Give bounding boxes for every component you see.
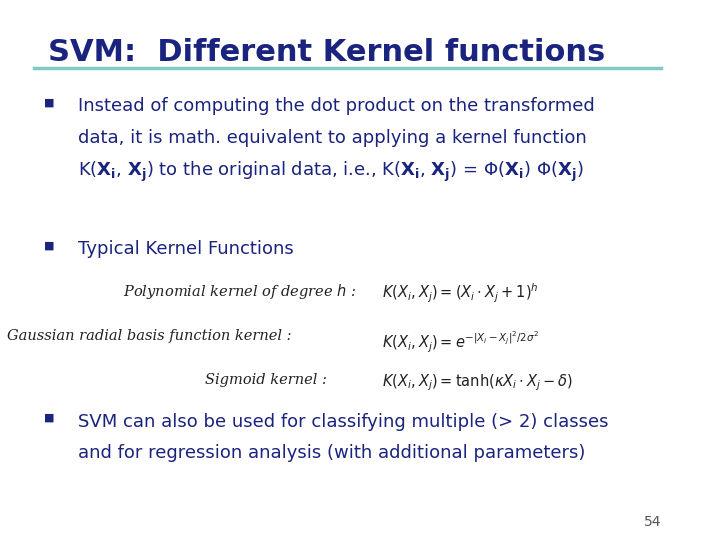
- Text: Typical Kernel Functions: Typical Kernel Functions: [78, 240, 294, 258]
- Text: ■: ■: [45, 240, 55, 251]
- Text: K($\mathbf{X_i}$, $\mathbf{X_j}$) to the original data, i.e., K($\mathbf{X_i}$, : K($\mathbf{X_i}$, $\mathbf{X_j}$) to the…: [78, 160, 584, 184]
- Text: Polynomial kernel of degree $h$ :: Polynomial kernel of degree $h$ :: [122, 282, 356, 301]
- Text: $K(X_i, X_j) = \tanh(\kappa X_i \cdot X_j - \delta)$: $K(X_i, X_j) = \tanh(\kappa X_i \cdot X_…: [382, 373, 572, 393]
- Text: Gaussian radial basis function kernel :: Gaussian radial basis function kernel :: [6, 329, 292, 343]
- Text: and for regression analysis (with additional parameters): and for regression analysis (with additi…: [78, 444, 586, 462]
- Text: SVM can also be used for classifying multiple (> 2) classes: SVM can also be used for classifying mul…: [78, 413, 609, 431]
- Text: Instead of computing the dot product on the transformed: Instead of computing the dot product on …: [78, 97, 595, 115]
- Text: ■: ■: [45, 97, 55, 107]
- Text: Sigmoid kernel :: Sigmoid kernel :: [204, 373, 326, 387]
- Text: SVM:  Different Kernel functions: SVM: Different Kernel functions: [48, 38, 605, 67]
- Text: $K(X_i, X_j) = (X_i \cdot X_j + 1)^h$: $K(X_i, X_j) = (X_i \cdot X_j + 1)^h$: [382, 282, 539, 305]
- Text: ■: ■: [45, 413, 55, 423]
- Text: $K(X_i, X_j) = e^{-|X_i - X_j|^2/2\sigma^2}$: $K(X_i, X_j) = e^{-|X_i - X_j|^2/2\sigma…: [382, 329, 539, 355]
- Text: 54: 54: [644, 515, 661, 529]
- Text: data, it is math. equivalent to applying a kernel function: data, it is math. equivalent to applying…: [78, 129, 587, 146]
